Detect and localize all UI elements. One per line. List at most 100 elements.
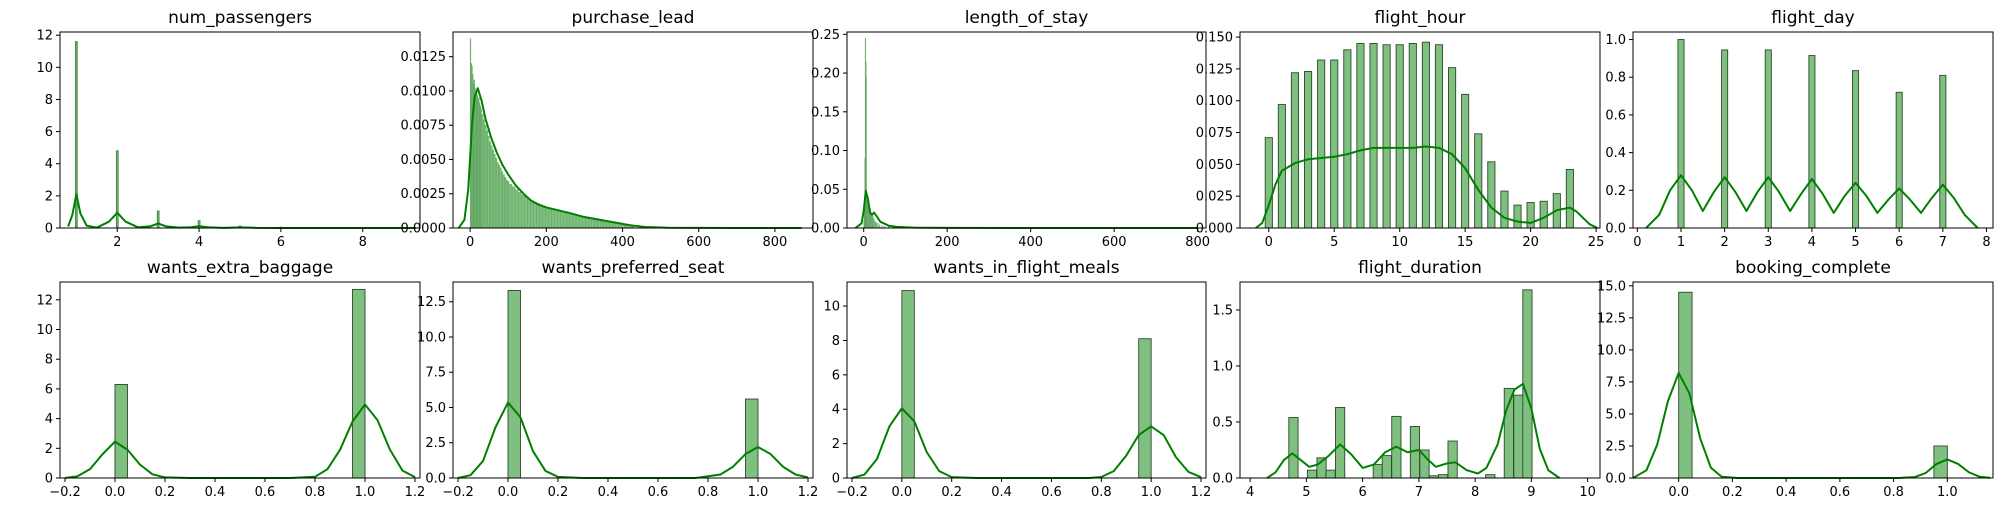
y-tick-label: 0.8 [1605,71,1626,86]
subplot-title: booking_complete [1735,258,1891,278]
histogram-bar [1330,59,1339,229]
histogram-bar [1677,39,1685,229]
y-tick-label: 0.0025 [401,187,447,202]
histogram-bar [1448,67,1457,229]
y-tick-label: 0.20 [811,67,840,82]
x-tick-label: 1.2 [405,485,426,500]
y-tick-label: 8 [45,93,53,108]
y-tick-label: 0.0075 [401,119,447,134]
kde-curve [1645,174,1979,229]
histogram-bar [1808,55,1816,229]
histogram-bar [1447,440,1458,479]
y-tick-label: 2 [45,442,53,457]
y-tick-label: 4 [45,412,53,427]
histogram-bar [507,181,510,229]
y-tick-label: 1.5 [1212,304,1233,319]
y-tick-label: 10 [36,323,53,338]
y-tick-label: 1.0 [1605,33,1626,48]
histogram-bar [597,219,601,229]
subplot-title: flight_duration [1358,258,1482,278]
subplot-num-passengers: 2 4 6 8 0 2 4 6 8 10 12 num_passengers [36,8,421,250]
x-tick-label: 0.8 [1883,485,1904,500]
x-tick-label: 0.4 [991,485,1012,500]
x-tick-label: −0.2 [836,485,868,500]
histogram-bar [1500,190,1509,229]
y-tick-label: 5.0 [425,401,446,416]
histogram-bar [869,212,871,229]
x-tick-label: 0.8 [698,485,719,500]
y-tick-label: 0.050 [1196,158,1233,173]
histogram-bar [609,222,613,229]
axes-frame [1632,31,1994,229]
histogram-bar [1381,455,1392,479]
y-tick-label: 10 [823,300,840,315]
kde-curve [1266,382,1561,479]
x-tick-label: 0.6 [648,485,669,500]
x-tick-label: 0.0 [498,485,519,500]
histogram-bar [496,162,499,229]
y-tick-label: 0.4 [1605,146,1626,161]
y-tick-label: 0.125 [1196,62,1233,77]
x-tick-label: 0 [466,235,474,250]
x-tick-label: 7 [1415,485,1423,500]
histogram-bar [507,290,521,479]
histogram-bar [575,215,580,229]
y-tick-label: 6 [45,125,53,140]
histogram-bar [484,124,487,229]
y-tick-label: 0.0 [1605,472,1626,487]
histogram-bar [514,189,519,229]
y-tick-label: 8 [832,334,840,349]
x-tick-label: 1.2 [798,485,819,500]
y-tick-label: 1.0 [1212,360,1233,375]
histogram-bar [533,201,537,229]
kde-curve [1255,145,1598,229]
histogram-bar [563,211,568,229]
histogram-bar [1526,202,1535,229]
x-tick-label: 800 [762,235,787,250]
y-tick-label: 6 [45,382,53,397]
histogram-bar [1721,49,1729,229]
histogram-bar [499,167,502,229]
x-tick-label: 200 [534,235,559,250]
y-tick-label: 0.0050 [401,153,447,168]
axes-frame [846,31,1207,229]
x-tick-label: 8 [1471,485,1479,500]
x-tick-label: 15 [1457,235,1474,250]
histogram-bar [745,398,759,479]
subplot-title: num_passengers [168,8,312,28]
y-tick-label: 0.000 [1196,222,1233,237]
histogram-bar [488,141,491,229]
histogram-bar [545,207,549,229]
histogram-bar [600,220,604,229]
y-tick-label: 0.075 [1196,126,1233,141]
subplot-title: wants_in_flight_meals [933,258,1119,278]
subplot-title: wants_preferred_seat [542,258,725,278]
histogram-bar [504,177,507,229]
histogram-bar [495,157,498,229]
x-tick-label: 1.0 [1141,485,1162,500]
kde-curve [457,87,802,229]
histogram-bar [873,218,875,229]
y-tick-label: 2.5 [1605,439,1626,454]
x-tick-label: 400 [1018,235,1043,250]
kde-curve [854,189,1198,229]
histogram-bar [551,208,555,229]
histogram-bar [1474,133,1483,229]
subplot-purchase-lead: 0 200 400 600 800 0.0000 0.0025 0.0050 0.0075 0.0… [401,8,814,250]
histogram-bar [1764,49,1772,229]
subplot-booking-complete: 0.0 0.2 0.4 0.6 0.8 1.0 0.0 2.5 5.0 7.5 10.0 12.5 15… [1597,258,1994,500]
y-tick-label: 0.00 [811,222,840,237]
axes-frame [452,281,814,479]
x-tick-label: 1.0 [748,485,769,500]
y-tick-label: 12.5 [417,295,446,310]
x-tick-label: 0.6 [1830,485,1851,500]
histogram-bar [866,200,868,229]
subplot-wants-in-flight-meals: −0.2 0.0 0.2 0.4 0.6 0.8 1.0 1.2 0 2 4 6 8 10 wants_in… [823,258,1211,500]
histogram-bar [1288,417,1299,479]
histogram-bar [1437,474,1449,479]
histogram-bar [1306,469,1318,479]
histogram-bar [594,219,598,229]
y-tick-label: 4 [832,403,840,418]
x-tick-label: 4 [1246,485,1254,500]
x-tick-label: 0.0 [1668,485,1689,500]
